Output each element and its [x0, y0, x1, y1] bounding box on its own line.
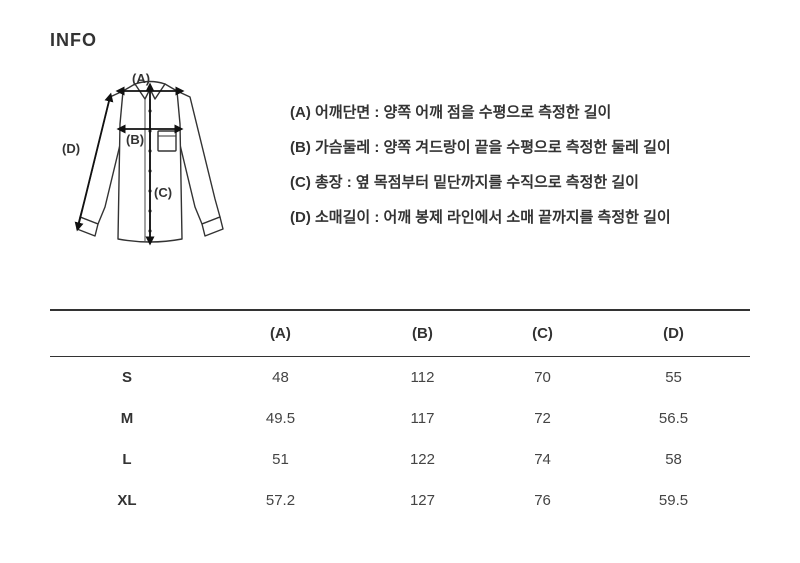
- legend-item-c: (C) 총장 : 옆 목점부터 밑단까지를 수직으로 측정한 길이: [290, 171, 671, 192]
- col-c: (C): [488, 310, 597, 357]
- value-cell: 55: [597, 357, 750, 399]
- diagram-label-b: (B): [126, 132, 144, 147]
- value-cell: 117: [357, 398, 488, 439]
- value-cell: 49.5: [204, 398, 357, 439]
- col-a: (A): [204, 310, 357, 357]
- shirt-diagram: (A) (B) (C) (D): [50, 69, 250, 259]
- table-row: S 48 112 70 55: [50, 357, 750, 399]
- value-cell: 127: [357, 480, 488, 521]
- value-cell: 56.5: [597, 398, 750, 439]
- value-cell: 74: [488, 439, 597, 480]
- value-cell: 70: [488, 357, 597, 399]
- size-cell: M: [50, 398, 204, 439]
- diagram-label-a: (A): [132, 71, 150, 86]
- value-cell: 58: [597, 439, 750, 480]
- legend-item-a: (A) 어깨단면 : 양쪽 어깨 점을 수평으로 측정한 길이: [290, 101, 671, 122]
- info-row: (A) (B) (C) (D) (A) 어깨단면 : 양쪽 어깨 점을 수평으로…: [50, 69, 750, 259]
- table-row: L 51 122 74 58: [50, 439, 750, 480]
- col-b: (B): [357, 310, 488, 357]
- value-cell: 72: [488, 398, 597, 439]
- diagram-label-c: (C): [154, 185, 172, 200]
- value-cell: 76: [488, 480, 597, 521]
- table-header-row: (A) (B) (C) (D): [50, 310, 750, 357]
- legend-item-d: (D) 소매길이 : 어깨 봉제 라인에서 소매 끝까지를 측정한 길이: [290, 206, 671, 227]
- legend-item-b: (B) 가슴둘레 : 양쪽 겨드랑이 끝을 수평으로 측정한 둘레 길이: [290, 136, 671, 157]
- size-table: (A) (B) (C) (D) S 48 112 70 55 M 49.5 11…: [50, 309, 750, 521]
- value-cell: 122: [357, 439, 488, 480]
- diagram-label-d: (D): [62, 141, 80, 156]
- table-row: M 49.5 117 72 56.5: [50, 398, 750, 439]
- value-cell: 48: [204, 357, 357, 399]
- value-cell: 112: [357, 357, 488, 399]
- size-cell: S: [50, 357, 204, 399]
- value-cell: 57.2: [204, 480, 357, 521]
- table-row: XL 57.2 127 76 59.5: [50, 480, 750, 521]
- value-cell: 51: [204, 439, 357, 480]
- size-cell: XL: [50, 480, 204, 521]
- measurement-legend: (A) 어깨단면 : 양쪽 어깨 점을 수평으로 측정한 길이 (B) 가슴둘레…: [290, 101, 671, 227]
- col-d: (D): [597, 310, 750, 357]
- value-cell: 59.5: [597, 480, 750, 521]
- section-title: INFO: [50, 30, 750, 51]
- size-cell: L: [50, 439, 204, 480]
- col-blank: [50, 310, 204, 357]
